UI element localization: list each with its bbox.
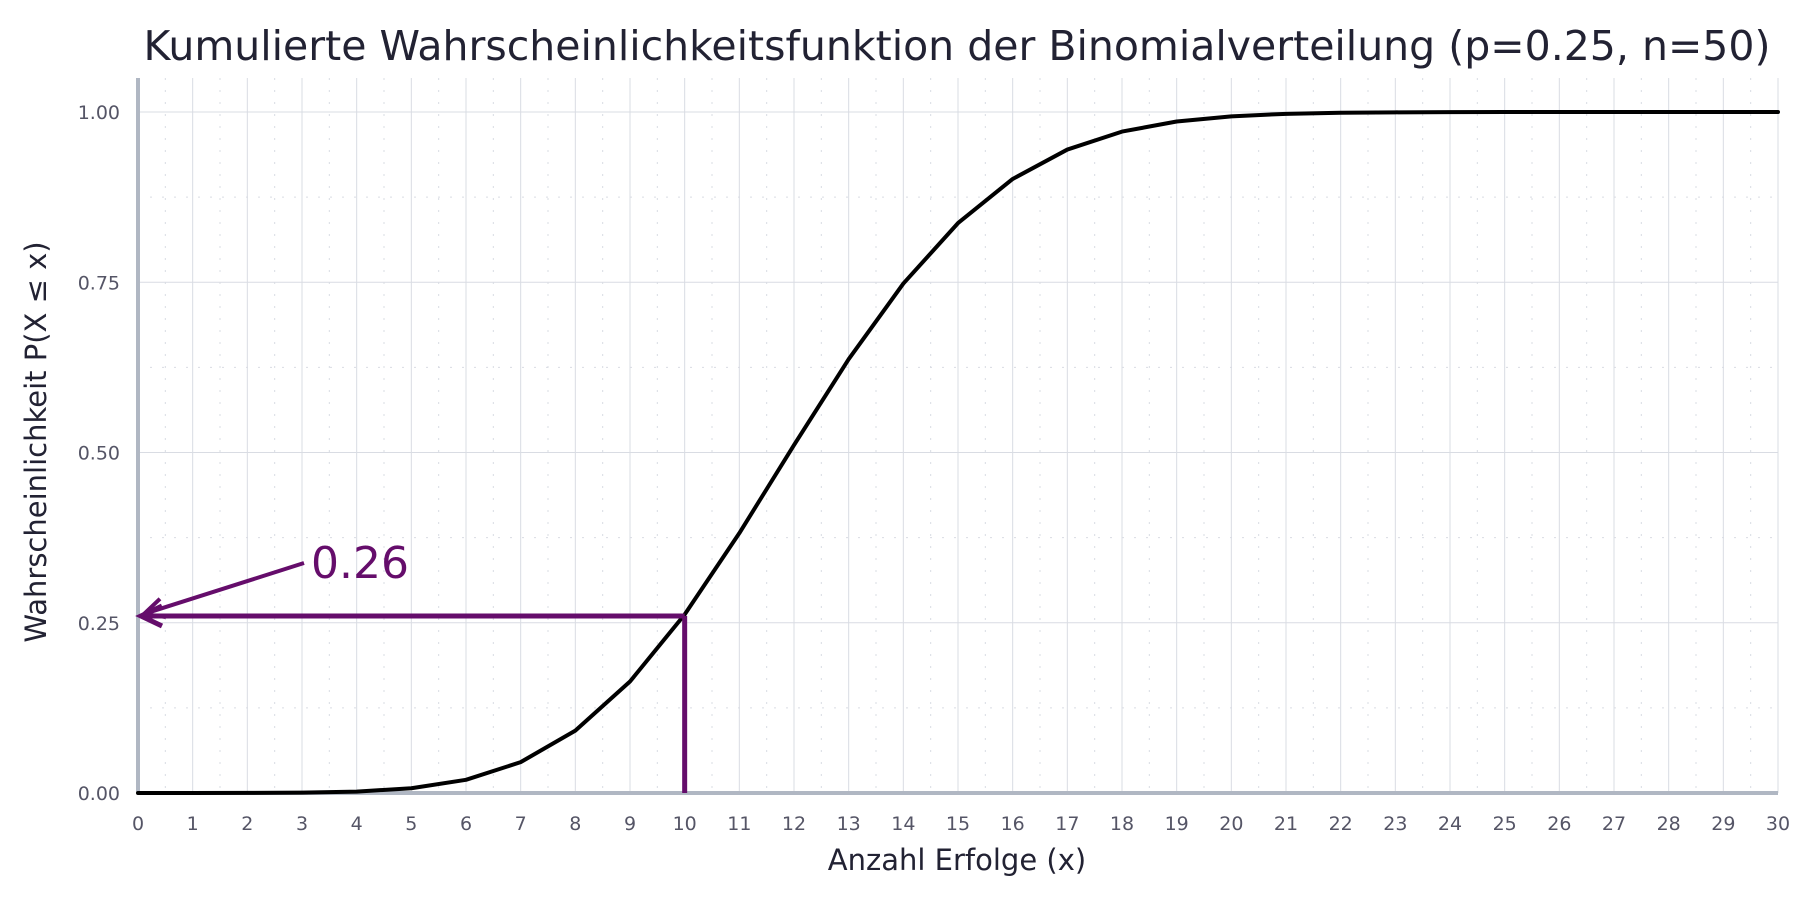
x-tick-label: 27 [1602,813,1626,835]
x-tick-label: 14 [891,813,915,835]
x-tick-label: 0 [132,813,144,835]
x-tick-label: 23 [1383,813,1407,835]
chart-title: Kumulierte Wahrscheinlichkeitsfunktion d… [144,22,1771,70]
x-tick-label: 19 [1165,813,1189,835]
annotation-value-label: 0.26 [311,538,409,589]
x-tick-label: 18 [1110,813,1134,835]
grid-lines [137,78,1779,794]
x-axis-label: Anzahl Erfolge (x) [828,843,1086,877]
x-tick-label: 3 [296,813,308,835]
x-tick-label: 12 [782,813,806,835]
y-tick-label: 0.75 [78,272,120,294]
x-tick-label: 21 [1274,813,1298,835]
series-layer [136,110,1780,795]
y-tick-label: 0.50 [78,443,120,465]
x-tick-label: 13 [837,813,861,835]
y-tick-label: 1.00 [78,102,120,124]
x-tick-label: 16 [1001,813,1025,835]
y-axis-label: Wahrscheinlichkeit P(X ≤ x) [19,241,53,642]
x-tick-label: 2 [241,813,253,835]
x-tick-label: 5 [405,813,417,835]
x-tick-label: 30 [1766,813,1790,835]
x-tick-label: 6 [460,813,472,835]
x-tick-label: 11 [727,813,751,835]
x-tick-label: 29 [1711,813,1735,835]
x-tick-label: 17 [1055,813,1079,835]
x-tick-label: 28 [1657,813,1681,835]
annotation-pointer-line [143,561,305,616]
x-tick-label: 22 [1329,813,1353,835]
x-tick-label: 25 [1493,813,1517,835]
x-tick-label: 9 [624,813,636,835]
y-tick-label: 0.25 [78,613,120,635]
cdf-series-line [136,110,1780,795]
tick-labels: 0 1 2 3 4 5 6 7 8 9 10 11 12 13 14 15 16 17 18 19 20 21 22 23 24… [78,102,1790,835]
y-tick-label: 0.00 [78,783,120,805]
x-tick-label: 24 [1438,813,1462,835]
axes [136,78,1778,795]
x-tick-label: 26 [1547,813,1571,835]
x-tick-label: 7 [515,813,527,835]
x-tick-label: 8 [569,813,581,835]
annotation-layer: 0.26 [135,538,688,793]
x-tick-label: 10 [673,813,697,835]
annotation-pointer-arrowhead [139,597,167,620]
x-tick-label: 4 [351,813,363,835]
x-tick-label: 1 [187,813,199,835]
x-tick-label: 15 [946,813,970,835]
x-tick-label: 20 [1219,813,1243,835]
